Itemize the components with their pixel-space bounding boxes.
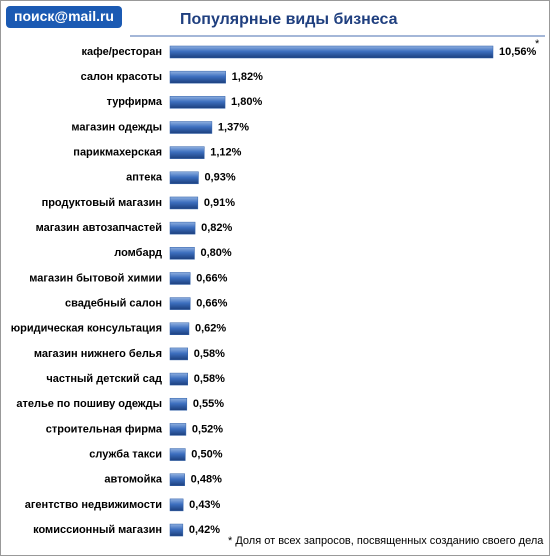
bar bbox=[169, 146, 205, 159]
category-label: аптека bbox=[126, 172, 163, 184]
bar bbox=[169, 196, 199, 210]
category-label: свадебный салон bbox=[65, 298, 162, 310]
value-label: 0,58% bbox=[194, 373, 225, 385]
bar bbox=[169, 247, 195, 260]
bar bbox=[169, 498, 184, 512]
value-label: 1,82% bbox=[232, 71, 263, 83]
category-label: парикмахерская bbox=[73, 147, 162, 159]
category-label: служба такси bbox=[89, 448, 162, 460]
bar bbox=[169, 523, 184, 537]
value-label: 0,55% bbox=[193, 398, 224, 410]
bar bbox=[169, 221, 196, 235]
bar bbox=[169, 372, 188, 386]
logo-box bbox=[6, 6, 122, 28]
category-label: строительная фирма bbox=[46, 423, 163, 435]
value-label: 1,80% bbox=[231, 96, 262, 108]
footnote: * Доля от всех запросов, посвященных соз… bbox=[228, 535, 544, 547]
value-label: 0,93% bbox=[204, 172, 235, 184]
category-label: кафе/ресторан bbox=[81, 46, 162, 58]
bar bbox=[169, 397, 188, 411]
value-label: 0,80% bbox=[200, 247, 231, 259]
logo: поиск@mail.ru bbox=[14, 8, 114, 24]
bar bbox=[169, 297, 191, 310]
chart-title: Популярные виды бизнеса bbox=[180, 11, 398, 28]
value-label: 0,62% bbox=[195, 323, 226, 335]
bar bbox=[169, 96, 226, 109]
category-label: автомойка bbox=[104, 474, 163, 486]
bar bbox=[169, 347, 188, 361]
bar bbox=[169, 171, 199, 185]
category-label: ломбард bbox=[114, 247, 162, 259]
value-label: 0,43% bbox=[189, 499, 220, 511]
value-label: 0,42% bbox=[189, 524, 220, 536]
value-label: 1,37% bbox=[218, 121, 249, 133]
value-label: 10,56% bbox=[499, 46, 537, 58]
value-label: 0,48% bbox=[191, 474, 222, 486]
bar bbox=[169, 473, 185, 486]
value-label: 0,50% bbox=[191, 448, 222, 460]
category-label: турфирма bbox=[107, 96, 163, 108]
bar bbox=[169, 121, 213, 134]
bar bbox=[169, 45, 494, 59]
value-label: 0,91% bbox=[204, 197, 235, 209]
bar bbox=[169, 448, 186, 461]
category-label: магазин бытовой химии bbox=[29, 272, 162, 284]
category-label: магазин нижнего белья bbox=[34, 348, 162, 360]
annotation: * bbox=[535, 38, 540, 50]
category-label: продуктовый магазин bbox=[42, 197, 162, 209]
category-label: салон красоты bbox=[81, 71, 162, 83]
value-label: 1,12% bbox=[210, 147, 241, 159]
value-label: 0,52% bbox=[192, 423, 223, 435]
category-label: магазин автозапчастей bbox=[36, 222, 162, 234]
category-label: комиссионный магазин bbox=[33, 524, 162, 536]
category-label: агентство недвижимости bbox=[25, 499, 162, 511]
bar bbox=[169, 423, 187, 436]
category-label: частный детский сад bbox=[46, 373, 162, 385]
category-label: юридическая консультация bbox=[11, 323, 162, 335]
bar bbox=[169, 70, 226, 84]
category-label: магазин одежды bbox=[71, 121, 162, 133]
value-label: 0,58% bbox=[194, 348, 225, 360]
value-label: 0,66% bbox=[196, 298, 227, 310]
value-label: 0,66% bbox=[196, 272, 227, 284]
category-label: ателье по пошиву одежды bbox=[16, 398, 162, 410]
bar bbox=[169, 322, 190, 336]
value-label: 0,82% bbox=[201, 222, 232, 234]
bar bbox=[169, 272, 191, 285]
